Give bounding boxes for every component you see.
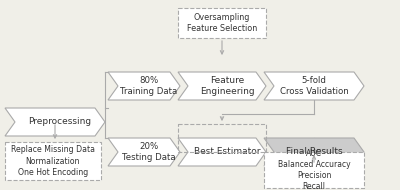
Polygon shape <box>264 72 364 100</box>
FancyBboxPatch shape <box>264 152 364 188</box>
FancyBboxPatch shape <box>5 142 101 180</box>
Text: 20%
Testing Data: 20% Testing Data <box>122 142 176 162</box>
Text: Preprocessing: Preprocessing <box>28 117 92 127</box>
Polygon shape <box>178 72 266 100</box>
Polygon shape <box>5 108 105 136</box>
Polygon shape <box>264 138 364 166</box>
Text: 80%
Training Data: 80% Training Data <box>120 76 178 96</box>
Polygon shape <box>108 72 180 100</box>
FancyBboxPatch shape <box>178 8 266 38</box>
Text: Final Results: Final Results <box>286 147 342 157</box>
Text: Oversampling
Feature Selection: Oversampling Feature Selection <box>187 13 257 33</box>
Text: 5-fold
Cross Validation: 5-fold Cross Validation <box>280 76 348 96</box>
Text: Best Estimator: Best Estimator <box>194 147 260 157</box>
Text: Replace Missing Data
Normalization
One Hot Encoding: Replace Missing Data Normalization One H… <box>11 145 95 177</box>
Text: Feature
Engineering: Feature Engineering <box>200 76 254 96</box>
Text: AUC
Balanced Accuracy
Precision
Recall: AUC Balanced Accuracy Precision Recall <box>278 149 350 190</box>
Polygon shape <box>108 138 180 166</box>
Polygon shape <box>178 138 266 166</box>
